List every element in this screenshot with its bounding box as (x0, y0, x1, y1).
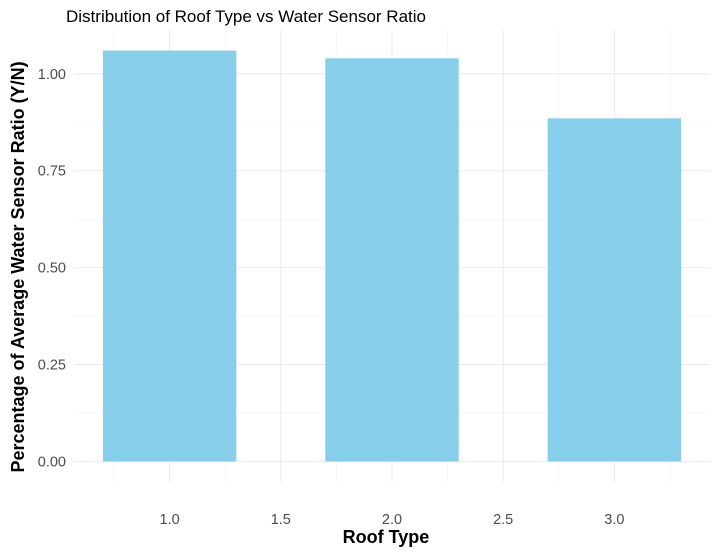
x-tick-label: 3.0 (604, 512, 624, 528)
y-axis-title: Percentage of Average Water Sensor Ratio… (8, 61, 28, 472)
x-tick-label: 1.5 (271, 512, 291, 528)
y-tick-label: 0.50 (38, 261, 66, 277)
chart-title: Distribution of Roof Type vs Water Senso… (66, 7, 426, 26)
y-tick-label: 1.00 (38, 67, 66, 83)
bars (102, 50, 682, 462)
y-tick-label: 0.75 (38, 164, 66, 180)
bar-roof-type-3 (547, 118, 682, 462)
bar-roof-type-1 (102, 50, 237, 462)
x-tick-label: 2.5 (493, 512, 513, 528)
y-tick-label: 0.25 (38, 358, 66, 374)
bar-roof-type-2 (325, 58, 459, 462)
x-tick-labels: 1.0 1.5 2.0 2.5 3.0 (160, 512, 625, 528)
x-tick-label: 1.0 (160, 512, 180, 528)
x-tick-label: 2.0 (382, 512, 402, 528)
y-tick-labels: 0.00 0.25 0.50 0.75 1.00 (38, 67, 66, 471)
x-axis-title: Roof Type (343, 527, 430, 547)
y-tick-label: 0.00 (38, 454, 66, 470)
